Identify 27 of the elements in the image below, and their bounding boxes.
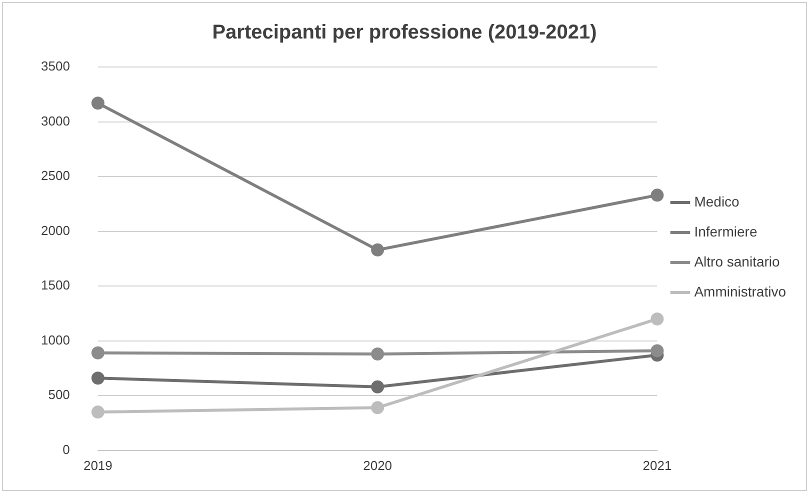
y-tick-label: 2500	[41, 168, 70, 184]
y-tick-label: 2000	[41, 222, 70, 238]
legend-label: Amministrativo	[694, 283, 786, 300]
y-tick-label: 0	[62, 442, 70, 457]
x-tick-label: 2020	[363, 458, 392, 473]
point	[371, 380, 384, 394]
point	[91, 372, 104, 385]
legend-label: Medico	[694, 193, 740, 210]
point	[91, 346, 104, 360]
y-tick-label: 500	[48, 387, 70, 402]
legend-label: Infermiere	[694, 223, 758, 240]
point	[91, 96, 104, 110]
x-tick-label: 2021	[642, 458, 672, 473]
legend-label: Altro sanitario	[694, 253, 780, 270]
y-tick-label: 1000	[41, 332, 70, 348]
y-tick-label: 1500	[41, 278, 70, 293]
x-tick-label: 2019	[83, 458, 112, 473]
y-tick-label: 3000	[41, 113, 70, 128]
point	[371, 401, 384, 414]
point	[650, 312, 664, 326]
point	[650, 344, 664, 358]
chart-title: Partecipanti per professione (2019-2021)	[212, 22, 597, 44]
y-tick-label: 3500	[41, 58, 70, 74]
point	[91, 406, 104, 419]
point	[650, 188, 664, 202]
point	[371, 348, 384, 361]
point	[371, 243, 384, 256]
